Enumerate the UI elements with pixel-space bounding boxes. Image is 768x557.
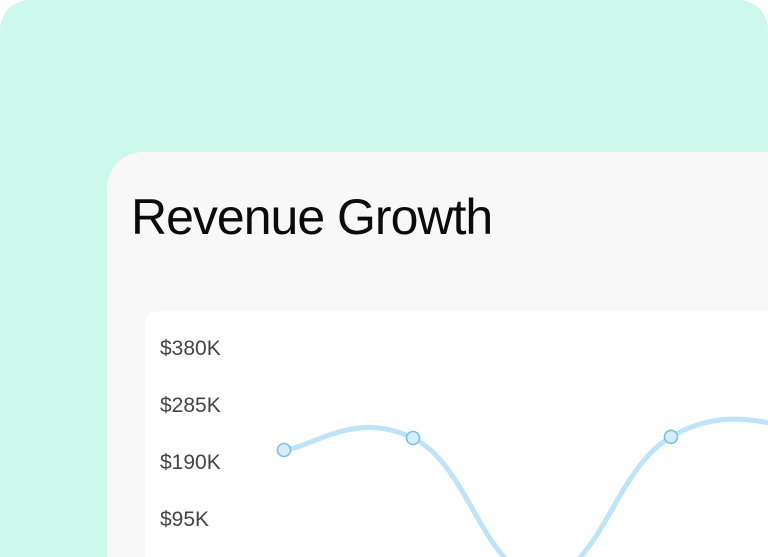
- data-point-marker[interactable]: [665, 430, 678, 443]
- data-point-marker[interactable]: [407, 432, 420, 445]
- y-tick-label: $380K: [160, 337, 221, 360]
- chart-area: $380K $285K $190K $95K: [145, 311, 768, 557]
- line-chart: $380K $285K $190K $95K: [145, 311, 768, 557]
- y-tick-label: $95K: [160, 508, 209, 531]
- y-axis-ticks: $380K $285K $190K $95K: [160, 337, 221, 531]
- y-tick-label: $190K: [160, 451, 221, 474]
- y-tick-label: $285K: [160, 394, 221, 417]
- data-point-marker[interactable]: [278, 444, 291, 457]
- page-title: Revenue Growth: [131, 192, 492, 242]
- chart-panel: Revenue Growth $380K $285K $190K $95K: [107, 152, 768, 557]
- series-line: [284, 419, 768, 557]
